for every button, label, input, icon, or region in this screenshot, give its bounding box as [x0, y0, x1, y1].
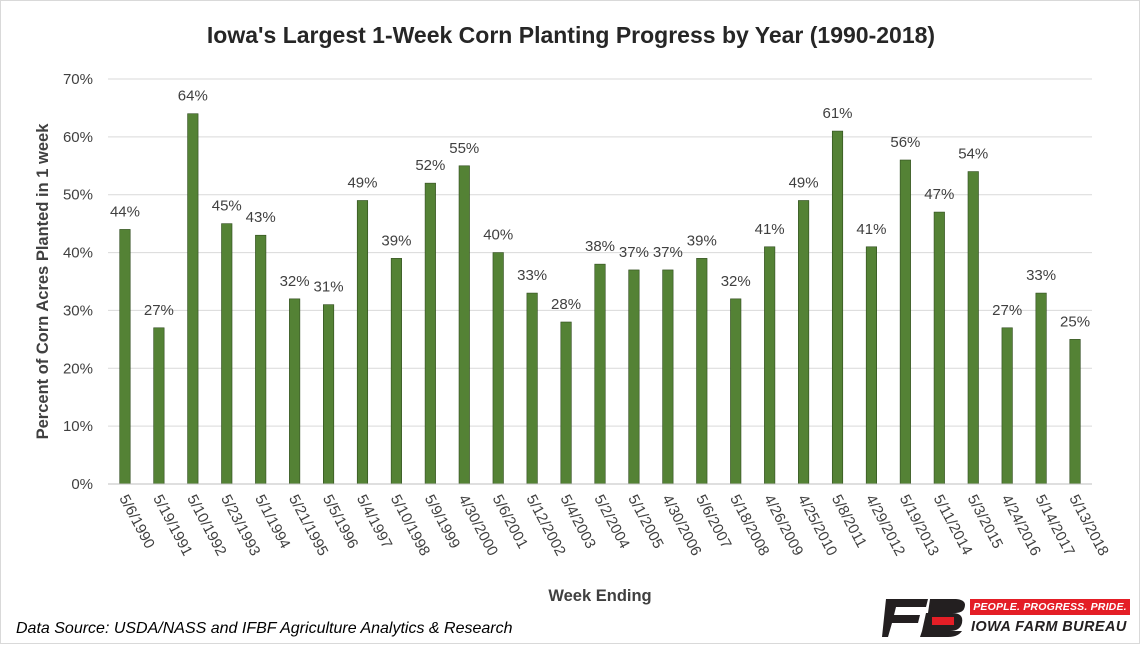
bar	[764, 246, 776, 485]
bar	[255, 234, 267, 485]
bar	[628, 269, 640, 485]
data-label: 28%	[551, 296, 581, 313]
bar	[187, 113, 199, 485]
bar	[424, 182, 436, 485]
data-label: 49%	[789, 175, 819, 192]
data-label: 41%	[856, 221, 886, 238]
data-label: 49%	[347, 175, 377, 192]
bar	[798, 200, 810, 485]
y-tick-labels: 0% 10% 20% 30% 40% 50% 60% 70%	[63, 71, 93, 493]
bar	[458, 165, 470, 485]
logo-brand-name: IOWA FARM BUREAU	[971, 619, 1127, 635]
data-label: 37%	[653, 244, 683, 261]
bar	[865, 246, 877, 485]
data-label: 41%	[755, 221, 785, 238]
data-label: 40%	[483, 227, 513, 244]
data-label: 64%	[178, 88, 208, 105]
bar	[560, 321, 572, 485]
bar	[1035, 292, 1047, 485]
data-label: 61%	[823, 105, 853, 122]
bar	[221, 223, 233, 485]
bar	[933, 211, 945, 485]
x-tick-labels: 5/6/19905/19/19915/10/19925/23/19935/1/1…	[115, 492, 1111, 559]
bar	[492, 252, 504, 485]
data-label: 39%	[687, 232, 717, 249]
y-tick-label: 60%	[63, 129, 93, 146]
data-label: 32%	[280, 273, 310, 290]
bar	[356, 200, 369, 485]
y-tick-label: 70%	[63, 71, 93, 88]
y-axis-label: Percent of Corn Acres Planted in 1 week	[34, 123, 52, 440]
bar	[1001, 327, 1013, 485]
data-label: 27%	[144, 302, 174, 319]
data-label: 37%	[619, 244, 649, 261]
data-label: 27%	[992, 302, 1022, 319]
data-label: 39%	[381, 232, 411, 249]
bar	[696, 258, 708, 485]
data-label: 44%	[110, 203, 140, 220]
data-label: 45%	[212, 198, 242, 215]
data-label: 25%	[1060, 313, 1090, 330]
bar	[899, 159, 911, 485]
data-source-note: Data Source: USDA/NASS and IFBF Agricult…	[16, 620, 513, 637]
iowa-farm-bureau-logo: PEOPLE. PROGRESS. PRIDE. IOWA FARM BUREA…	[882, 597, 1132, 639]
data-label: 52%	[415, 157, 445, 174]
data-label: 33%	[1026, 267, 1056, 284]
data-label: 55%	[449, 140, 479, 157]
data-labels: 44%27%64%45%43%32% 31%49%39%52%55%40%33%2…	[110, 88, 1090, 331]
data-label: 32%	[721, 273, 751, 290]
bar	[390, 258, 402, 485]
y-tick-label: 30%	[63, 302, 93, 319]
bar	[594, 263, 606, 485]
chart-title: Iowa's Largest 1-Week Corn Planting Prog…	[206, 22, 936, 48]
bar	[1069, 339, 1081, 485]
fb-logo-mark-icon	[882, 599, 965, 637]
data-label: 31%	[314, 279, 344, 296]
bar	[526, 292, 538, 485]
data-label: 43%	[246, 209, 276, 226]
bar	[967, 171, 979, 485]
data-label: 33%	[517, 267, 547, 284]
data-label: 56%	[890, 134, 920, 151]
y-tick-label: 50%	[63, 187, 93, 204]
bar	[323, 304, 335, 485]
bar	[289, 298, 301, 485]
data-label: 38%	[585, 238, 615, 255]
logo-slogan: PEOPLE. PROGRESS. PRIDE.	[970, 599, 1130, 615]
bar	[730, 298, 742, 485]
y-tick-label: 40%	[63, 245, 93, 262]
data-label: 47%	[924, 186, 954, 203]
bar	[831, 130, 844, 485]
bar	[153, 327, 165, 485]
data-label: 54%	[958, 146, 988, 163]
y-tick-label: 20%	[63, 360, 93, 377]
bars	[119, 113, 1081, 485]
y-tick-label: 10%	[63, 418, 93, 435]
x-axis-label: Week Ending	[548, 587, 651, 605]
bar	[662, 269, 674, 485]
bar	[119, 229, 131, 485]
y-tick-label: 0%	[71, 476, 93, 493]
gridlines	[108, 78, 1092, 427]
